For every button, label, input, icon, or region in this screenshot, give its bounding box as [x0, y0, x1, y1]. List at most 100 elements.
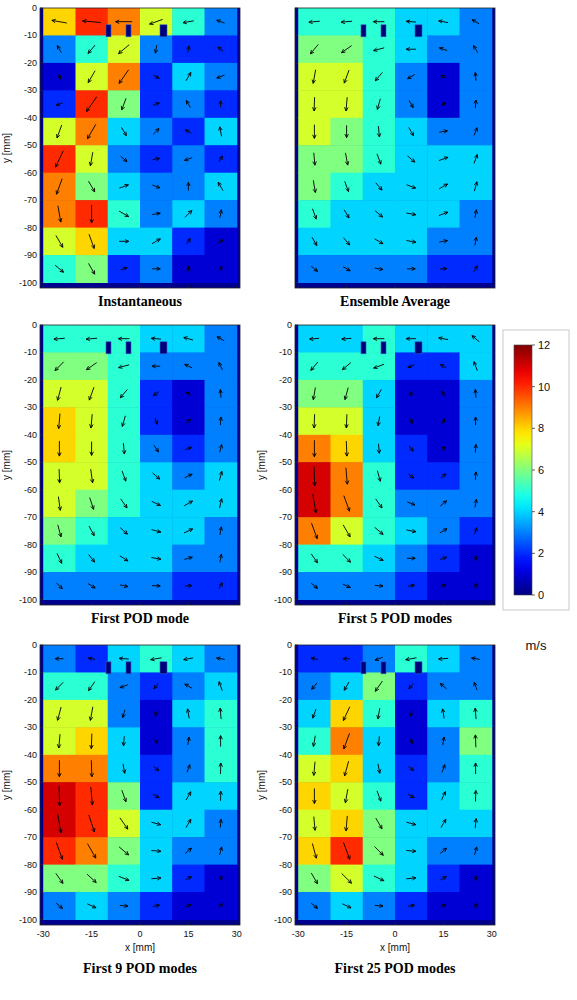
- velocity-vector: [89, 181, 95, 192]
- speed-cell: [460, 645, 493, 673]
- velocity-vector: [119, 240, 129, 244]
- velocity-vector: [58, 497, 61, 511]
- velocity-vector: [377, 126, 381, 137]
- velocity-vector: [151, 877, 161, 881]
- y-tick: [295, 8, 298, 9]
- speed-cell: [460, 35, 493, 63]
- speed-cell: [75, 35, 108, 63]
- velocity-vector: [344, 388, 348, 400]
- velocity-vector: [345, 153, 348, 165]
- speed-cell: [75, 8, 108, 36]
- speed-cell: [298, 407, 331, 435]
- speed-cell: [108, 572, 141, 600]
- plot-background: [40, 325, 240, 605]
- velocity-vector: [408, 156, 415, 162]
- y-tick-label: 0: [32, 640, 37, 650]
- speed-cell: [43, 837, 76, 865]
- velocity-vector: [83, 20, 101, 24]
- velocity-vector: [474, 876, 477, 881]
- y-tick: [295, 145, 298, 146]
- velocity-vector: [187, 238, 190, 244]
- speed-cell: [205, 672, 238, 700]
- x-tick: [298, 285, 299, 288]
- speed-cell: [363, 755, 396, 783]
- y-tick: [40, 517, 43, 518]
- velocity-vector: [311, 554, 317, 563]
- speed-cell: [172, 145, 205, 173]
- y-tick-label: -90: [24, 567, 37, 577]
- probe-marker: [381, 342, 386, 354]
- y-tick: [295, 572, 298, 573]
- y-tick-label: -50: [279, 457, 292, 467]
- velocity-vector: [56, 179, 62, 195]
- velocity-vector: [154, 739, 157, 744]
- speed-cell: [330, 173, 363, 201]
- x-tick-label: 15: [183, 929, 193, 939]
- speed-cell: [460, 810, 493, 838]
- velocity-vector: [57, 46, 61, 53]
- speed-cell: [205, 837, 238, 865]
- y-tick-label: -60: [279, 485, 292, 495]
- speed-cell: [460, 462, 493, 490]
- velocity-vector: [90, 498, 94, 510]
- velocity-vector: [187, 765, 190, 773]
- speed-cell: [43, 90, 76, 118]
- speed-cell: [363, 435, 396, 463]
- y-tick-label: -80: [24, 223, 37, 233]
- speed-cell: [172, 755, 205, 783]
- colorbar-tick-label: 8: [538, 422, 544, 434]
- speed-cell: [330, 517, 363, 545]
- speed-cell: [75, 782, 108, 810]
- velocity-vector: [377, 99, 381, 110]
- speed-cell: [75, 727, 108, 755]
- y-axis-title: y [mm]: [256, 770, 267, 800]
- speed-cell: [205, 545, 238, 573]
- colorbar-tick-label: 12: [538, 339, 550, 351]
- speed-cell: [43, 810, 76, 838]
- velocity-vector: [375, 904, 383, 908]
- velocity-vector: [219, 819, 222, 827]
- speed-cell: [330, 892, 363, 920]
- velocity-vector: [122, 790, 127, 802]
- y-tick-label: -70: [279, 832, 292, 842]
- speed-cell: [427, 90, 460, 118]
- speed-cell: [330, 8, 363, 36]
- speed-cell: [460, 892, 493, 920]
- speed-cell: [140, 35, 173, 63]
- speed-cell: [43, 35, 76, 63]
- speed-cell: [172, 700, 205, 728]
- x-tick-label: -15: [340, 929, 353, 939]
- y-tick-label: -30: [24, 722, 37, 732]
- x-tick: [91, 922, 92, 925]
- speed-cell: [330, 782, 363, 810]
- velocity-vector: [409, 101, 413, 108]
- velocity-vector: [187, 182, 191, 190]
- speed-cell: [363, 490, 396, 518]
- velocity-vector: [474, 128, 477, 136]
- speed-cell: [460, 672, 493, 700]
- velocity-vector: [313, 817, 317, 831]
- probe-marker: [381, 662, 386, 674]
- velocity-vector: [219, 471, 222, 480]
- velocity-vector: [313, 788, 317, 803]
- x-tick: [140, 922, 141, 925]
- velocity-vector: [186, 101, 190, 108]
- y-tick: [295, 282, 298, 283]
- velocity-vector: [88, 657, 95, 661]
- speed-cell: [140, 200, 173, 228]
- y-tick-label: -70: [24, 195, 37, 205]
- y-tick: [295, 90, 298, 91]
- speed-cell: [298, 35, 331, 63]
- velocity-vector: [57, 387, 61, 400]
- speed-cell: [427, 572, 460, 600]
- velocity-vector: [377, 444, 381, 454]
- velocity-vector: [439, 157, 448, 161]
- y-tick-label: -60: [24, 485, 37, 495]
- y-tick-label: -10: [279, 347, 292, 357]
- speed-cell: [330, 90, 363, 118]
- speed-cell: [205, 572, 238, 600]
- velocity-vector: [375, 72, 382, 80]
- velocity-vector: [375, 556, 384, 560]
- velocity-vector: [312, 736, 315, 747]
- velocity-vector: [345, 441, 349, 456]
